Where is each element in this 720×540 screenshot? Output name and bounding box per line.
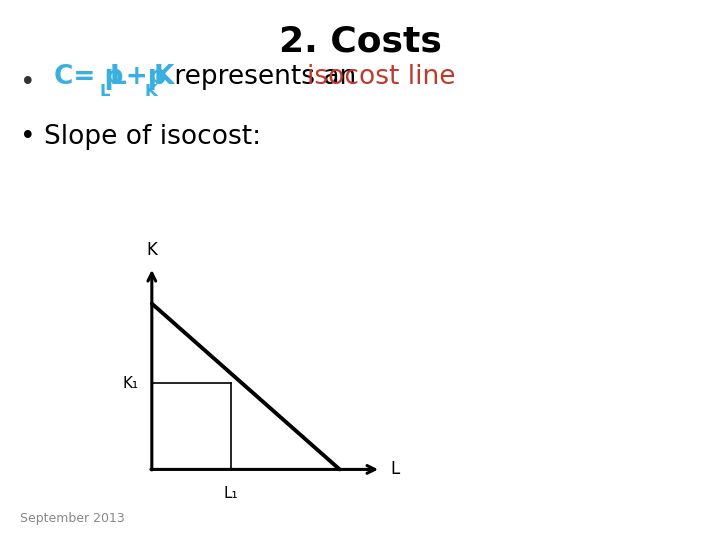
Text: represents an: represents an — [166, 64, 364, 90]
Text: isocost line: isocost line — [307, 64, 455, 90]
Text: K: K — [154, 64, 174, 90]
Text: L+p: L+p — [109, 64, 167, 90]
Text: K₁: K₁ — [122, 376, 139, 390]
Text: L: L — [99, 84, 110, 99]
Text: • Slope of isocost:: • Slope of isocost: — [20, 124, 261, 150]
Text: •: • — [20, 70, 36, 96]
Text: September 2013: September 2013 — [20, 512, 125, 525]
Text: L₁: L₁ — [223, 486, 238, 501]
Text: K: K — [144, 84, 157, 99]
Text: C= p: C= p — [54, 64, 123, 90]
Text: L: L — [390, 461, 400, 478]
Text: K: K — [146, 241, 157, 259]
Text: 2. Costs: 2. Costs — [279, 24, 441, 58]
